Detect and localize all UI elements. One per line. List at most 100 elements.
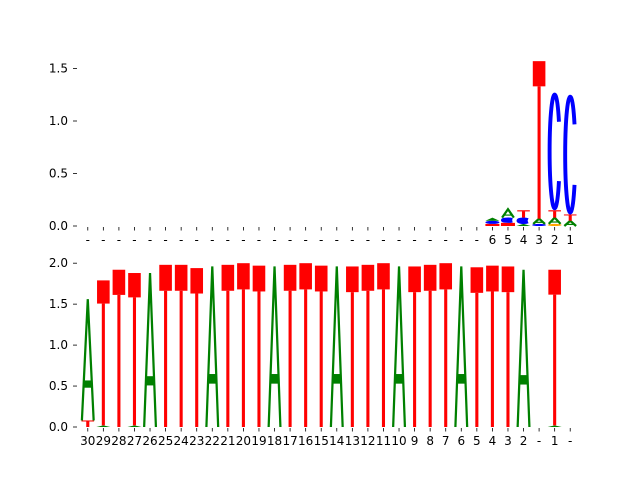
x-tick-label: 30: [80, 434, 95, 448]
x-tick-label: 29: [96, 434, 111, 448]
letter-T: [361, 264, 375, 427]
x-tick-label: 19: [251, 434, 266, 448]
x-tick-label: -: [241, 233, 245, 247]
letter-A: [454, 266, 469, 428]
letter-T: [548, 210, 561, 218]
letter-T: [237, 263, 250, 427]
x-tick-label: -: [350, 233, 354, 247]
letter-T: [252, 265, 266, 427]
letter-C: [563, 94, 577, 215]
x-tick-label: 27: [127, 434, 142, 448]
x-tick-label: 3: [535, 233, 543, 247]
y-tick: 1.0: [49, 114, 77, 128]
x-tick-label: 15: [314, 434, 329, 448]
x-tick-label: -: [412, 233, 416, 247]
letter-T: [501, 266, 515, 427]
top-logo-panel: 0.00.51.01.5- - - - - - - - - - - - - - - - - - - - - - - - - -6 5…: [49, 61, 577, 247]
letter-A: [501, 207, 515, 219]
x-tick-label: -: [397, 233, 401, 247]
letter-T: [128, 273, 141, 426]
x-tick-label: 7: [442, 434, 450, 448]
x-tick-label: -: [366, 233, 370, 247]
letter-A: [96, 425, 111, 427]
letter-T: [486, 265, 499, 427]
x-tick-label: -: [226, 233, 230, 247]
letter-A: [127, 425, 142, 427]
letter-T: [517, 210, 530, 218]
x-tick-label: 22: [205, 434, 220, 448]
x-tick-label: 5: [473, 434, 481, 448]
x-tick-label: 2: [520, 434, 528, 448]
x-tick-label: -: [117, 233, 121, 247]
letter-A: [392, 266, 407, 428]
x-tick-label: -: [444, 233, 448, 247]
letter-T: [408, 266, 421, 427]
y-tick-label: 1.0: [49, 338, 68, 352]
x-tick-label: -: [319, 233, 323, 247]
x-tick-label: 25: [158, 434, 173, 448]
y-tick: 0.5: [49, 379, 77, 393]
letter-C: [485, 220, 500, 224]
letter-T: [159, 264, 172, 427]
letter-T: [190, 268, 204, 427]
x-tick-label: -: [288, 233, 292, 247]
x-tick-label: 8: [426, 434, 434, 448]
x-tick-label: 5: [504, 233, 512, 247]
y-tick: 0.0: [49, 219, 77, 233]
letter-T: [439, 263, 453, 427]
x-tick-label: 28: [111, 434, 126, 448]
letter-A: [329, 266, 344, 428]
x-tick-label: 18: [267, 434, 282, 448]
x-tick-label: 26: [142, 434, 157, 448]
letter-T: [314, 265, 328, 427]
letter-A: [547, 215, 562, 225]
letter-T: [485, 223, 500, 226]
y-tick-label: 0.0: [49, 219, 68, 233]
x-tick-label: -: [381, 233, 385, 247]
x-tick-label: 6: [457, 434, 465, 448]
letter-C: [547, 92, 561, 211]
x-tick-label: -: [257, 233, 261, 247]
x-tick-label: -: [537, 434, 541, 448]
letter-T: [500, 222, 515, 226]
letter-T: [81, 420, 95, 427]
x-tick-label: 20: [236, 434, 251, 448]
x-tick-label: 1: [551, 434, 559, 448]
letter-A: [563, 219, 577, 227]
x-tick-label: -: [148, 233, 152, 247]
y-tick: 2.0: [49, 256, 77, 270]
letter-G: [547, 223, 562, 226]
x-tick-label: -: [303, 233, 307, 247]
x-tick-label: 24: [174, 434, 189, 448]
x-tick-label: -: [459, 233, 463, 247]
letter-T: [423, 264, 437, 427]
letter-T: [532, 61, 546, 219]
x-tick-label: 21: [220, 434, 235, 448]
letter-A: [516, 269, 531, 428]
y-tick-label: 1.5: [49, 62, 68, 76]
letter-A: [80, 299, 95, 421]
x-tick-label: 13: [345, 434, 360, 448]
x-tick-label: 10: [391, 434, 406, 448]
x-tick-label: 14: [329, 434, 344, 448]
letter-C: [516, 217, 529, 224]
letter-A: [532, 217, 546, 225]
y-tick-label: 0.5: [49, 379, 68, 393]
y-tick: 1.0: [49, 338, 77, 352]
letter-C: [500, 217, 513, 223]
y-tick-label: 2.0: [49, 256, 68, 270]
y-tick: 0.5: [49, 167, 77, 181]
x-tick-label: -: [568, 434, 572, 448]
x-tick-label: -: [335, 233, 339, 247]
y-tick: 1.5: [49, 62, 77, 76]
y-tick: 1.5: [49, 297, 77, 311]
y-tick-label: 1.0: [49, 114, 68, 128]
x-tick-label: -: [475, 233, 479, 247]
letter-T: [299, 263, 312, 427]
letter-T: [112, 269, 126, 427]
x-tick-label: -: [132, 233, 136, 247]
x-tick-label: 12: [360, 434, 375, 448]
letter-T: [97, 280, 110, 426]
letter-T: [377, 263, 390, 427]
